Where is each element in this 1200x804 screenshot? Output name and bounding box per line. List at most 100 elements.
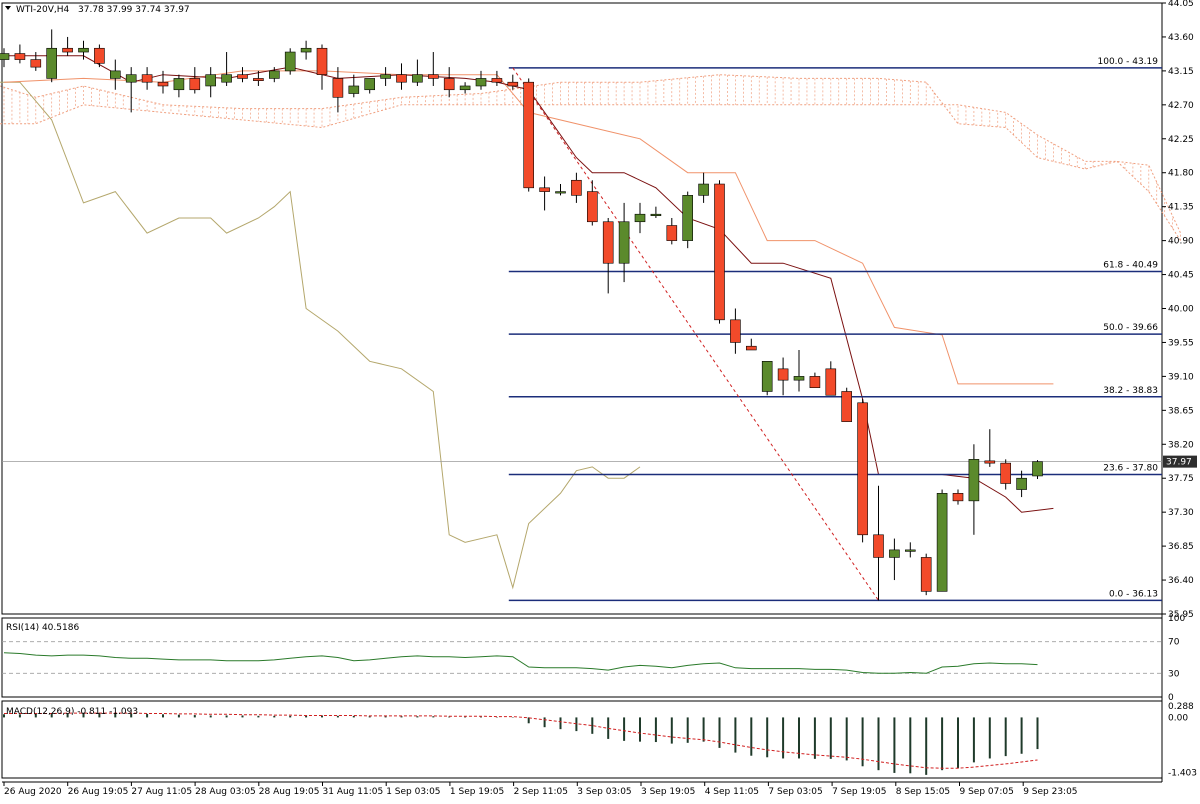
time-label: 9 Sep 07:05 [960,787,1014,797]
current-price-tag-label: 37.97 [1166,458,1192,468]
price-tick-label: 38.20 [1168,440,1194,450]
bull-candle [761,361,773,392]
fib-level-label: 100.0 - 43.19 [1098,57,1159,67]
chikou-span [0,81,641,590]
bear-candle [920,557,932,592]
bull-candle [221,74,232,83]
bull-candle [348,85,360,94]
bull-candle [618,221,630,264]
bull-candle [125,74,137,83]
bull-candle [555,191,566,194]
bull-candle [650,213,662,217]
macd-tick-label: 0.288 [1168,702,1194,712]
rsi-pane[interactable]: 100 70 30 0 [2,614,1185,703]
time-label: 3 Sep 03:05 [577,787,631,797]
bear-candle [825,368,837,396]
macd-signal-line [4,712,1038,769]
bull-candle [1032,461,1043,477]
price-tick-label: 39.10 [1168,372,1194,382]
bear-candle [189,78,201,91]
price-tick-label: 40.45 [1168,271,1194,281]
bull-candle [968,459,980,502]
bear-candle [984,460,996,464]
bull-candle [889,549,900,558]
bull-candle [110,70,121,79]
bear-candle [1000,462,1012,484]
bull-candle [1016,477,1027,490]
bull-candle [173,78,185,91]
price-tick-label: 42.25 [1168,135,1194,145]
bull-candle [793,376,805,381]
bear-candle [253,78,264,81]
bear-candle [94,47,105,64]
time-label: 28 Aug 19:05 [259,787,320,797]
current-price-tag [1163,455,1197,468]
time-label: 26 Aug 2020 [4,787,62,797]
fib-level-label: 0.0 - 36.13 [1109,589,1158,599]
time-label: 2 Sep 11:05 [514,787,568,797]
bear-candle [809,376,821,389]
price-tick-label: 36.85 [1168,542,1194,552]
bear-candle [62,47,73,53]
time-label: 1 Sep 19:05 [450,787,504,797]
bull-candle [682,195,694,241]
price-pane-frame [1,2,1163,615]
rsi-tick-label: 0 [1168,693,1174,703]
rsi-pane-frame [1,617,1163,698]
macd-tick-label: -1.403 [1168,768,1197,778]
bear-candle [602,221,614,264]
bear-candle [14,53,26,60]
price-tick-label: 37.75 [1168,474,1194,484]
bear-candle [332,78,344,98]
bear-candle [857,402,868,536]
price-tick-label: 37.30 [1168,508,1194,518]
bear-candle [714,183,725,321]
bull-candle [412,74,423,83]
time-label: 7 Sep 19:05 [832,787,886,797]
bull-candle [78,47,89,53]
time-label: 9 Sep 23:05 [1023,787,1077,797]
bull-candle [475,78,487,87]
bear-candle [491,78,503,83]
rsi-tick-label: 70 [1168,638,1180,648]
time-label: 26 Aug 19:05 [68,787,129,797]
time-label: 27 Aug 11:05 [131,787,192,797]
price-tick-label: 43.15 [1168,67,1194,77]
price-tick-label: 40.00 [1168,305,1194,315]
senkou-span-b [0,104,1182,234]
price-tick-label: 41.80 [1168,169,1194,179]
rsi-tick-label: 30 [1168,669,1180,679]
bull-candle [936,493,948,592]
ichimoku-cloud [3,74,1181,241]
time-label: 8 Sep 15:05 [896,787,950,797]
bear-candle [316,47,328,75]
macd-pane-frame [1,700,1163,779]
fib-level-label: 50.0 - 39.66 [1103,323,1158,333]
price-pane[interactable]: 100.0 - 43.19 61.8 - 40.49 50.0 - 39.66 38.… [0,29,1197,602]
bull-candle [364,78,376,91]
bull-candle [698,183,709,196]
fib-level-label: 23.6 - 37.80 [1103,463,1158,473]
bear-candle [539,187,550,192]
price-tick-label: 44.05 [1168,0,1194,9]
time-label: 7 Sep 03:05 [768,787,822,797]
price-tick-label: 41.35 [1168,203,1194,213]
time-label: 28 Aug 03:05 [195,787,256,797]
rsi-line [3,652,1038,674]
bear-candle [157,81,169,87]
bear-candle [873,534,884,558]
price-tick-label: 42.70 [1168,101,1194,111]
bull-candle [284,51,296,72]
price-tick-label: 35.95 [1168,610,1194,620]
bull-candle [300,47,312,53]
bear-candle [523,81,535,189]
bull-candle [904,549,916,552]
bear-candle [952,493,964,502]
time-label: 31 Aug 11:05 [323,787,384,797]
macd-title: MACD(12,26,9) -0.811 -1.093 [6,707,138,717]
bear-candle [730,319,741,343]
bull-candle [0,53,10,60]
